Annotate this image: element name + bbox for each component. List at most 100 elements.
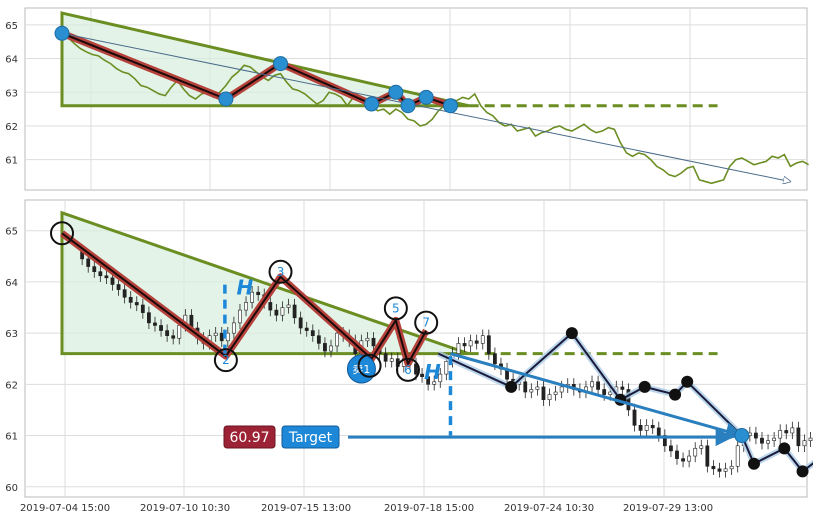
candle-body [177,325,182,339]
candle-body [310,330,315,336]
candle-body [480,335,485,344]
x-tick-label: 2019-07-04 15:00 [20,503,110,514]
candle-body [86,258,91,267]
candle-body [729,465,734,470]
pivot-dot [364,96,380,112]
pattern-point-circle [213,348,238,373]
candle-body [675,450,679,459]
pattern-point-circle [268,259,293,284]
candle-body [796,427,801,447]
candle-body [110,277,115,285]
swing-dot [638,380,651,393]
candle-body [790,427,795,434]
pivot-dot [442,98,458,114]
y-tick-label: 61 [5,432,18,443]
swing-dot [796,465,809,478]
sell-marker-label: 卖1 [352,363,370,376]
candle-body [632,409,637,426]
overview-panel: 61 62 63 64 65 [5,7,809,191]
y-tick-label: 65 [5,21,18,32]
triangle-area [60,11,470,108]
candle-body [329,345,333,352]
candle-body [492,353,497,365]
y-tick-label: 62 [5,122,18,133]
candle-body [335,332,339,347]
pattern-point-label: 3 [277,265,285,279]
candle-body [711,465,716,470]
candle-body [268,302,273,311]
candle-body [687,455,692,462]
candle-body [784,430,789,434]
candle-body [238,309,242,324]
pivot-dot [54,25,70,41]
candle-body [444,361,449,375]
height-label: H [424,360,441,384]
candle-body [231,322,236,334]
candle-body [274,309,279,316]
candle-body [420,373,424,377]
overview-content [54,11,809,183]
candle-body [486,335,491,354]
candle-body [414,363,418,375]
candle-body [662,435,667,447]
candle-body [298,317,303,329]
candle-body [462,343,467,347]
pivot-dot [418,89,434,105]
candle-body [474,340,479,344]
candle-body [590,381,594,388]
candle-body [553,391,558,395]
pattern-point-circle [395,357,420,382]
candle-body [432,381,437,385]
detail-x-ticks: 2019-07-04 15:00 2019-07-10 10:30 2019-07-… [20,503,713,514]
candle-body [656,427,661,436]
pivot-dot [388,84,404,100]
swing-dot [681,375,694,388]
target-name-label: Target [288,430,333,446]
pattern-point-label: 5 [392,301,400,315]
candle-body [644,425,649,431]
swing-dot [505,380,518,393]
candle-body [371,337,376,347]
candle-body [547,394,552,401]
detail-y-ticks: 60 61 62 63 64 65 [5,227,18,494]
x-tick-label: 2019-07-18 15:00 [384,503,474,514]
candle-body [219,332,224,342]
candle-body [529,389,534,393]
candle-body [693,448,698,457]
candle-body [602,389,607,395]
candle-body [134,302,139,306]
candle-body [323,343,327,352]
swing-dot [778,442,791,455]
overview-grid [25,8,807,190]
projection-arrow [61,32,790,181]
candle-body [244,302,248,311]
candle-body [760,437,764,444]
candle-body [116,284,121,290]
swing-dot [747,457,760,470]
candle-body [772,437,777,441]
candle-body [316,335,321,344]
triangle-area [60,210,470,356]
candle-body [389,358,394,362]
candle-body [122,289,127,298]
candle-body [426,376,431,385]
candle-body [596,381,600,390]
candle-body [456,343,461,354]
y-tick-label: 61 [5,156,18,167]
candle-body [608,391,613,395]
candle-body [304,327,309,331]
x-tick-label: 2019-07-24 10:30 [504,503,594,514]
y-tick-label: 64 [5,55,18,66]
pivot-dot [400,98,416,114]
pattern-point-circle [357,353,382,378]
height-label: H [237,276,254,300]
future-swings-inner [437,332,813,473]
candle-body [778,430,783,439]
candle-body [292,304,297,319]
candle-body [735,445,740,467]
candle-body [140,304,145,313]
pattern-point-label: 7 [422,316,430,330]
candle-body [213,332,218,336]
candle-body [808,437,813,441]
